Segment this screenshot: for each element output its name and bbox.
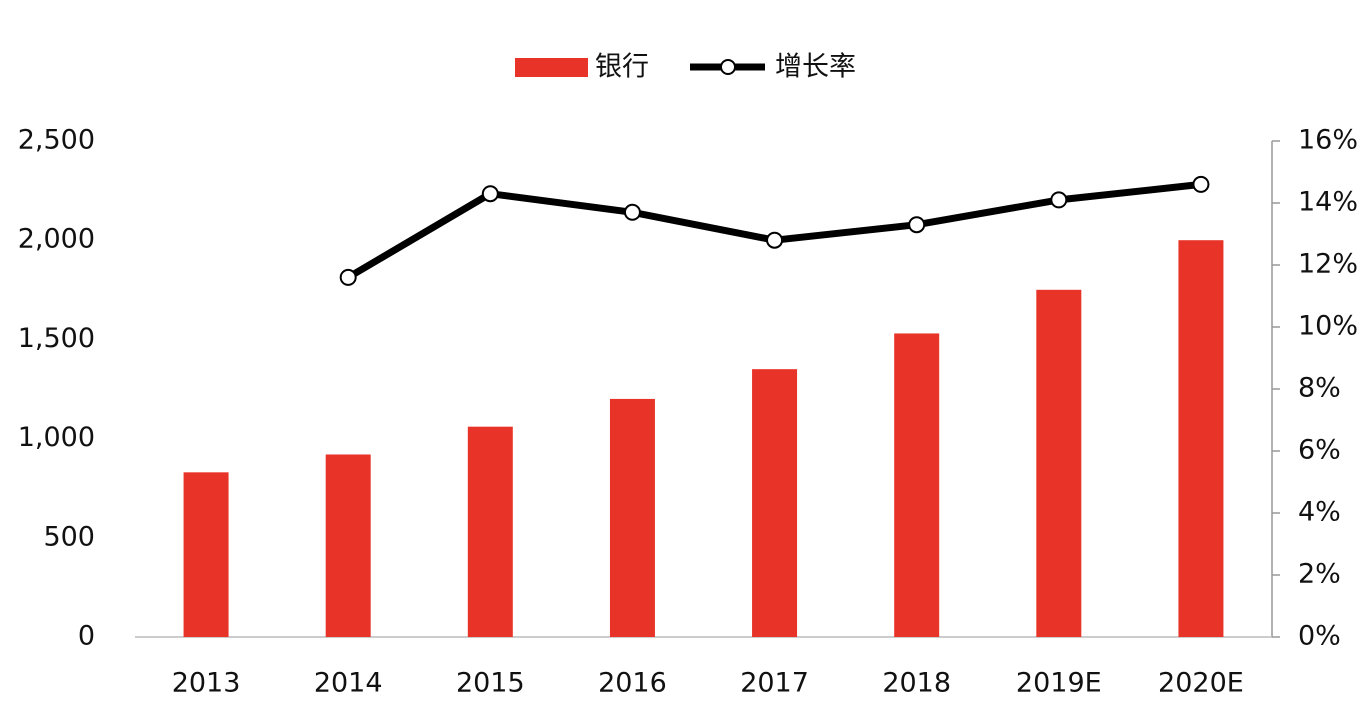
y2-tick-label: 0% [1298, 621, 1341, 652]
y2-tick-label: 4% [1298, 497, 1341, 528]
bar [894, 333, 940, 637]
y2-tick-label: 2% [1298, 559, 1341, 590]
x-tick-label: 2014 [314, 668, 383, 699]
y2-tick-label: 10% [1298, 311, 1358, 342]
y2-tick-label: 8% [1298, 373, 1341, 404]
y-tick-label: 1,000 [18, 422, 95, 453]
bar [325, 454, 371, 637]
x-tick-label: 2013 [172, 668, 241, 699]
x-tick-label: 2018 [882, 668, 951, 699]
line [346, 180, 1202, 281]
line-marker [481, 185, 499, 203]
line-marker [1192, 175, 1210, 193]
legend-label: 银行 [595, 52, 649, 83]
y2-tick-label: 12% [1298, 249, 1358, 280]
bar [467, 426, 513, 637]
y-tick-label: 1,500 [18, 323, 95, 354]
bar [1178, 240, 1224, 637]
line-marker [339, 268, 357, 286]
y-tick-label: 2,000 [18, 224, 95, 255]
x-tick-label: 2015 [456, 668, 525, 699]
y2-tick-label: 16% [1298, 125, 1358, 156]
bar [609, 398, 655, 637]
line-marker [766, 231, 784, 249]
bar [183, 472, 229, 637]
line-marker [623, 203, 641, 221]
y-tick-label: 0 [78, 621, 95, 652]
bar [752, 369, 798, 637]
legend-label: 增长率 [775, 52, 856, 83]
x-tick-label: 2017 [740, 668, 809, 699]
line-marker [908, 216, 926, 234]
y-tick-label: 2,500 [18, 125, 95, 156]
line-marker [1050, 191, 1068, 209]
y2-tick-label: 6% [1298, 435, 1341, 466]
x-tick-label: 2020E [1158, 668, 1244, 699]
bar [1036, 289, 1082, 637]
y-tick-label: 500 [43, 521, 95, 552]
legend-swatch [720, 59, 736, 75]
x-tick-label: 2016 [598, 668, 667, 699]
x-tick-label: 2019E [1016, 668, 1102, 699]
y2-tick-label: 14% [1298, 187, 1358, 218]
legend-swatch [515, 58, 588, 77]
